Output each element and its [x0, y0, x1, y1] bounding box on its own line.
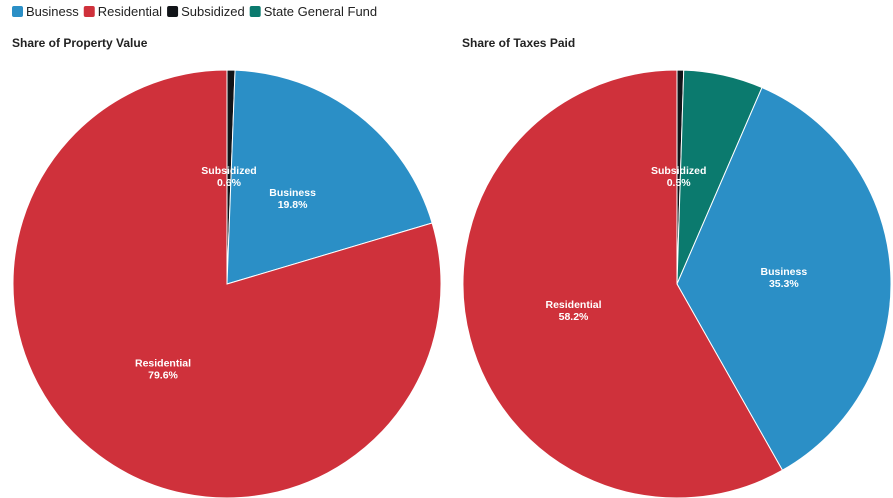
- slice-value-label: 0.6%: [217, 177, 242, 189]
- legend-swatch: [12, 6, 23, 17]
- chart-title: Share of Property Value: [12, 36, 148, 50]
- slice-value-label: 0.5%: [667, 177, 692, 189]
- pie-slice: [226, 69, 433, 285]
- legend-label: Business: [26, 4, 79, 19]
- slice-value-label: 79.6%: [148, 370, 178, 382]
- chart-title: Share of Taxes Paid: [462, 36, 575, 50]
- legend-swatch: [167, 6, 179, 17]
- pie-slice: [12, 69, 442, 498]
- pie-slice: [676, 86, 892, 471]
- slice-label: Subsidized: [201, 165, 256, 177]
- legend-swatch: [83, 6, 95, 17]
- legend-label: Residential: [98, 4, 162, 19]
- legend-swatch: [249, 6, 261, 17]
- slice-value-label: 58.2%: [559, 311, 589, 323]
- slice-label: Business: [269, 187, 316, 199]
- slice-label: Residential: [546, 299, 602, 311]
- legend-label: State General Fund: [264, 4, 377, 19]
- slice-value-label: 19.8%: [278, 199, 308, 211]
- slice-label: Residential: [135, 358, 191, 370]
- legend-label: Subsidized: [181, 4, 245, 19]
- slice-value-label: 35.3%: [769, 278, 799, 290]
- slice-label: Business: [761, 266, 808, 278]
- slice-label: Subsidized: [651, 165, 706, 177]
